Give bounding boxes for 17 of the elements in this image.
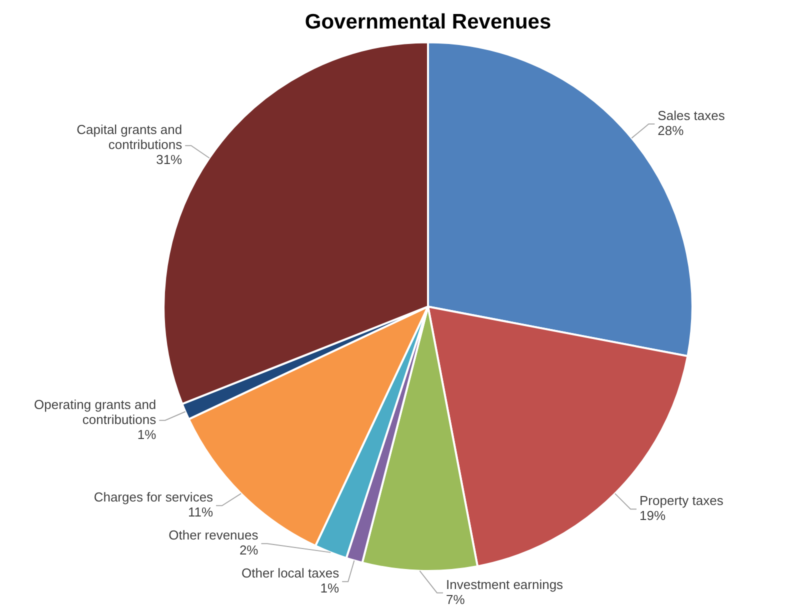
data-label: 7% bbox=[446, 592, 466, 607]
slice-label: Operating grants and contributions bbox=[34, 396, 157, 427]
slice-label: Investment earnings bbox=[446, 576, 564, 592]
slice-label: Other revenues bbox=[168, 528, 259, 543]
data-label: 31% bbox=[156, 152, 183, 168]
data-label: 1% bbox=[137, 426, 157, 442]
data-label: 2% bbox=[239, 542, 259, 558]
data-label: 11% bbox=[188, 504, 214, 520]
data-label: 28% bbox=[658, 123, 684, 138]
slice-label: Charges for services bbox=[94, 490, 214, 505]
slice-label: Sales taxes bbox=[658, 108, 726, 124]
chart-title: Governmental Revenues bbox=[304, 10, 552, 34]
slice-label: Capital grants and contributions bbox=[76, 122, 183, 152]
data-label: 1% bbox=[320, 580, 340, 596]
data-label: 19% bbox=[640, 508, 666, 524]
slice-label: Other local taxes bbox=[242, 566, 340, 581]
slice-label: Property taxes bbox=[640, 493, 724, 508]
